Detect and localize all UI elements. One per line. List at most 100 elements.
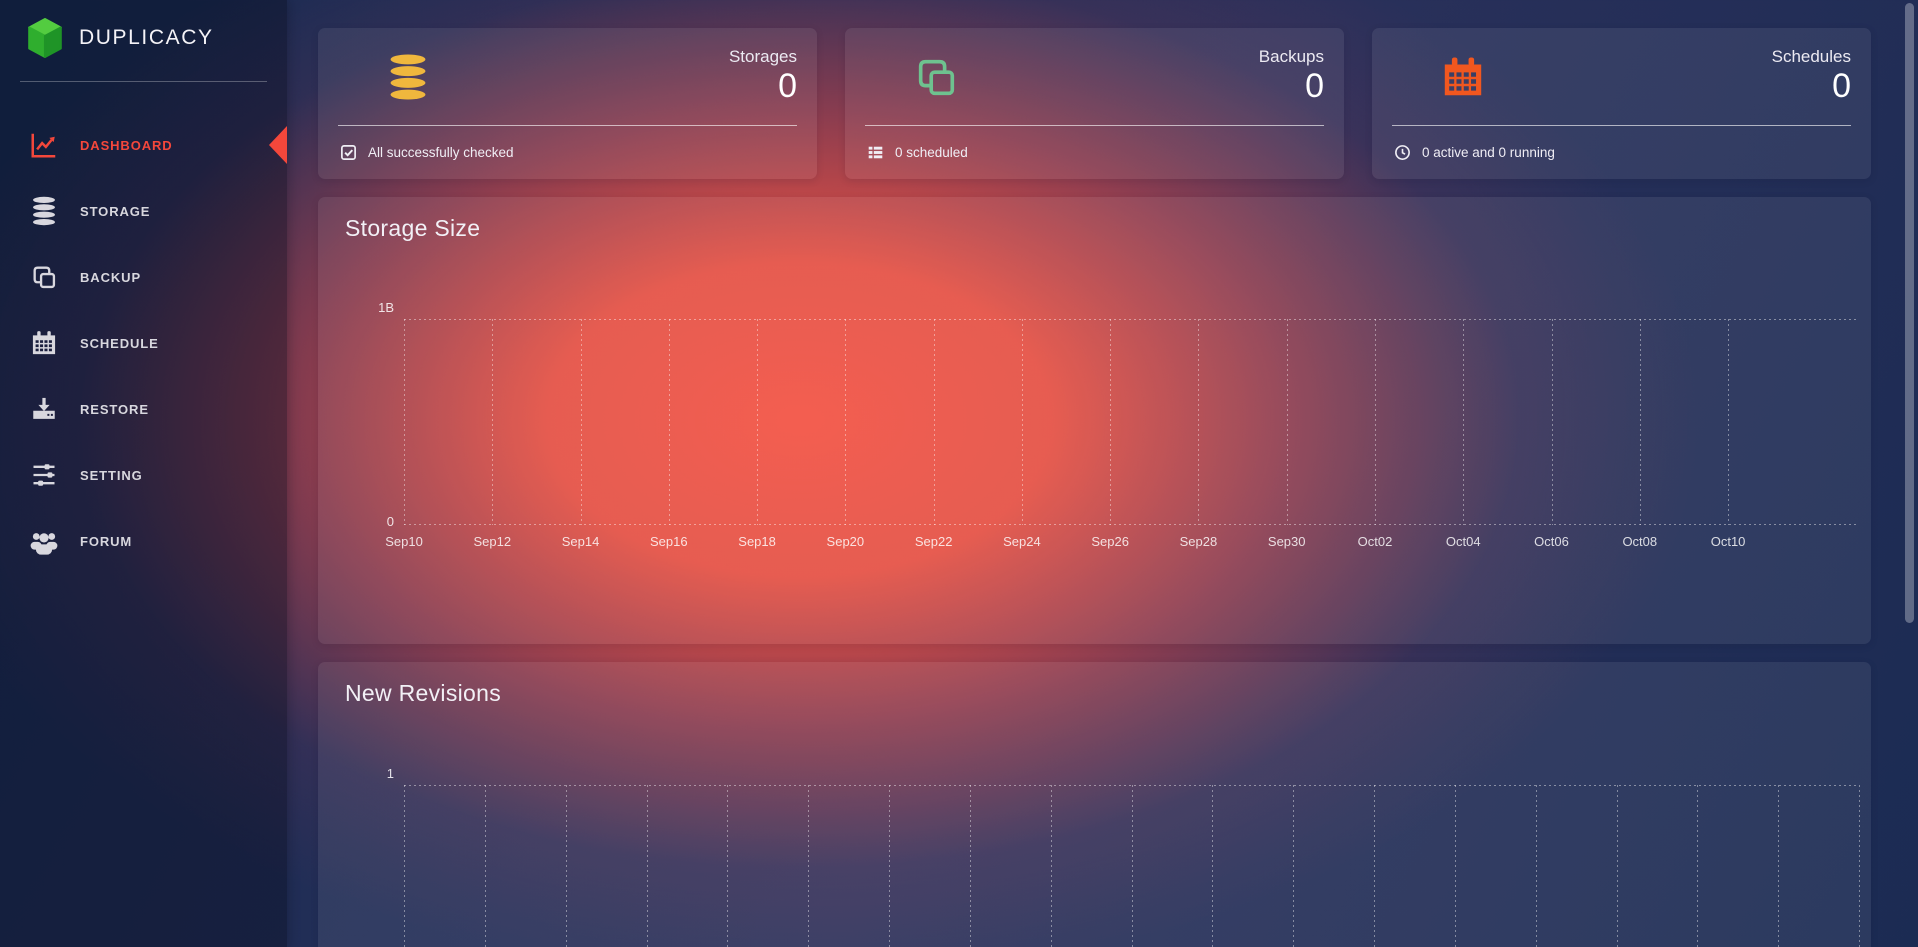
stat-card-footer-text: 0 active and 0 running bbox=[1422, 145, 1555, 160]
stat-card-value: 0 bbox=[1305, 66, 1324, 105]
main-content: Storages 0 All successfully checked bbox=[287, 0, 1918, 947]
active-item-marker bbox=[269, 126, 287, 164]
sidebar-item-label: RESTORE bbox=[80, 401, 149, 417]
gridline-vertical bbox=[1454, 785, 1456, 947]
clock-icon bbox=[1394, 144, 1411, 161]
gridline-vertical bbox=[404, 319, 405, 525]
new-revisions-grid bbox=[404, 785, 1860, 947]
stat-cards-row: Storages 0 All successfully checked bbox=[318, 28, 1871, 179]
x-axis-label: Sep22 bbox=[914, 534, 953, 549]
gridline-vertical bbox=[1212, 785, 1214, 947]
sidebar-item-storage[interactable]: STORAGE bbox=[0, 178, 287, 244]
sidebar-item-label: STORAGE bbox=[80, 203, 151, 219]
x-axis-label: Sep10 bbox=[385, 534, 423, 549]
x-axis-label: Sep14 bbox=[561, 534, 600, 549]
sidebar: DUPLICACY DASHBOARD bbox=[0, 0, 287, 947]
x-axis-label: Oct02 bbox=[1357, 534, 1393, 549]
axis-line bbox=[404, 524, 1859, 525]
stat-card-footer-text: All successfully checked bbox=[368, 145, 514, 160]
vertical-scrollbar[interactable] bbox=[1905, 3, 1914, 623]
divider bbox=[1392, 125, 1851, 126]
divider bbox=[865, 125, 1324, 126]
chart-title: New Revisions bbox=[345, 680, 502, 706]
sidebar-item-setting[interactable]: SETTING bbox=[0, 442, 287, 508]
gridline-vertical bbox=[1551, 319, 1553, 525]
gridline-vertical bbox=[404, 785, 405, 947]
gridline-vertical bbox=[1050, 785, 1052, 947]
database-icon bbox=[28, 196, 60, 226]
x-axis-label: Sep26 bbox=[1091, 534, 1129, 549]
chart-title: Storage Size bbox=[345, 215, 481, 241]
gridline-vertical bbox=[1535, 785, 1537, 947]
x-axis-label: Sep12 bbox=[473, 534, 512, 549]
gridline-vertical bbox=[492, 319, 494, 525]
gridline-horizontal bbox=[404, 319, 1859, 320]
gridline-vertical bbox=[580, 319, 582, 525]
y-axis-tick-label: 0 bbox=[386, 514, 394, 529]
x-axis-label: Sep30 bbox=[1267, 534, 1306, 549]
sidebar-item-label: SETTING bbox=[80, 467, 143, 483]
sidebar-nav: DASHBOARD STORAGE BACKUP bbox=[0, 112, 287, 574]
gridline-vertical bbox=[1110, 319, 1112, 525]
x-axis-label: Oct04 bbox=[1445, 534, 1481, 549]
backups-card: Backups 0 0 scheduled bbox=[845, 28, 1344, 179]
gridline-vertical bbox=[668, 319, 670, 525]
x-axis-label: Oct08 bbox=[1622, 534, 1658, 549]
x-axis-label: Oct06 bbox=[1534, 534, 1569, 549]
gridline-vertical bbox=[1616, 785, 1618, 947]
sliders-icon bbox=[28, 461, 60, 489]
gridline-vertical bbox=[1374, 319, 1376, 525]
gridline-vertical bbox=[1286, 319, 1288, 525]
storage-size-card: Storage Size 1B 0 Sep10 Sep12 Sep14 Sep16 Se… bbox=[318, 197, 1871, 644]
stat-card-title: Backups bbox=[1258, 46, 1324, 66]
sidebar-divider bbox=[20, 81, 267, 82]
divider bbox=[338, 125, 797, 126]
x-axis-label: Sep24 bbox=[1003, 534, 1041, 549]
chart-line-icon bbox=[28, 130, 60, 160]
storages-card: Storages 0 All successfully checked bbox=[318, 28, 817, 179]
sidebar-item-label: SCHEDULE bbox=[80, 335, 159, 351]
stat-card-title: Storages bbox=[728, 46, 797, 66]
gridline-vertical bbox=[1859, 785, 1860, 947]
gridline-vertical bbox=[1778, 785, 1780, 947]
new-revisions-plot: 1 bbox=[387, 766, 1860, 947]
clone-icon bbox=[913, 54, 959, 100]
download-icon bbox=[28, 395, 60, 423]
stat-card-value: 0 bbox=[778, 66, 797, 105]
gridline-vertical bbox=[1131, 785, 1133, 947]
gridline-vertical bbox=[933, 319, 935, 525]
sidebar-item-schedule[interactable]: SCHEDULE bbox=[0, 310, 287, 376]
storage-size-plot: 1B 0 Sep10 Sep12 Sep14 Sep16 Sep18 Sep20 Sep22… bbox=[378, 300, 1859, 549]
x-axis-label: Sep20 bbox=[826, 534, 865, 549]
gridline-vertical bbox=[1198, 319, 1200, 525]
duplicacy-cube-logo-icon bbox=[26, 17, 64, 59]
sidebar-item-backup[interactable]: BACKUP bbox=[0, 244, 287, 310]
gridline-vertical bbox=[757, 319, 759, 525]
gridline-vertical bbox=[1728, 319, 1730, 525]
x-axis-label: Sep28 bbox=[1179, 534, 1218, 549]
gridline-vertical bbox=[565, 785, 567, 947]
gridline-vertical bbox=[1463, 319, 1465, 525]
stat-card-value: 0 bbox=[1832, 66, 1851, 105]
gridline-vertical bbox=[845, 319, 847, 525]
sidebar-item-dashboard[interactable]: DASHBOARD bbox=[0, 112, 287, 178]
sidebar-item-forum[interactable]: FORUM bbox=[0, 508, 287, 574]
check-square-icon bbox=[340, 144, 357, 161]
clone-icon bbox=[28, 263, 60, 291]
gridline-vertical bbox=[808, 785, 810, 947]
x-axis-label: Sep16 bbox=[650, 534, 688, 549]
gridline-vertical bbox=[484, 785, 486, 947]
gridline-vertical bbox=[1697, 785, 1699, 947]
calendar-icon bbox=[1440, 54, 1486, 100]
new-revisions-card: New Revisions 1 bbox=[318, 662, 1871, 947]
gridline-vertical bbox=[727, 785, 729, 947]
stat-card-footer-text: 0 scheduled bbox=[895, 145, 968, 160]
y-axis-tick-label: 1B bbox=[378, 300, 394, 315]
list-icon bbox=[867, 144, 884, 161]
sidebar-item-label: DASHBOARD bbox=[80, 137, 173, 153]
gridline-vertical bbox=[646, 785, 648, 947]
x-axis-label: Oct10 bbox=[1710, 534, 1746, 549]
logo[interactable]: DUPLICACY bbox=[0, 0, 287, 73]
sidebar-item-restore[interactable]: RESTORE bbox=[0, 376, 287, 442]
